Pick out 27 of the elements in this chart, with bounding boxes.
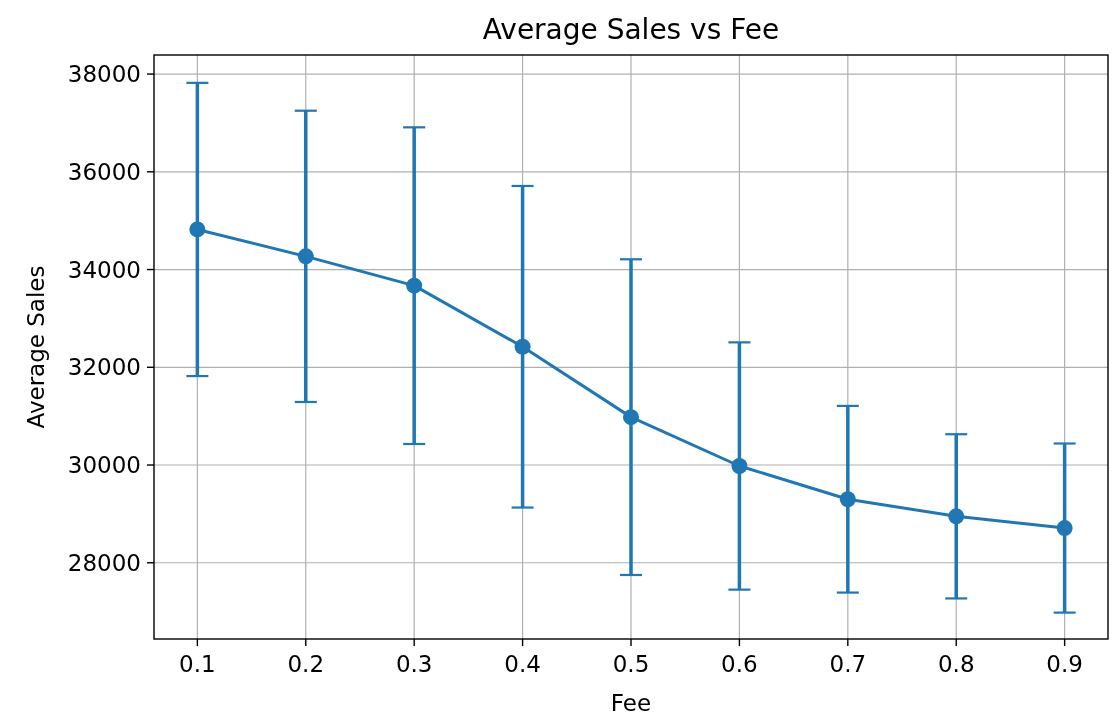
y-tick-label: 32000	[67, 354, 141, 381]
y-tick-label: 30000	[67, 452, 141, 479]
x-tick-label: 0.5	[612, 651, 650, 677]
point	[514, 338, 531, 355]
chart-title: Average Sales vs Fee	[482, 13, 780, 46]
y-axis-title: Average Sales	[23, 265, 49, 429]
x-tick-label: 0.6	[721, 651, 758, 677]
x-tick-label: 0.8	[937, 651, 975, 677]
y-tick-label: 34000	[67, 256, 141, 283]
point	[406, 277, 423, 294]
point	[839, 491, 856, 508]
point	[948, 508, 965, 525]
x-tick-label: 0.2	[287, 651, 325, 677]
point	[1056, 520, 1073, 537]
point	[297, 248, 314, 265]
x-tick-label: 0.7	[829, 651, 867, 677]
x-tick-label: 0.4	[504, 651, 541, 677]
x-tick-label: 0.1	[179, 651, 216, 677]
point	[189, 221, 206, 238]
y-tick-label: 36000	[67, 158, 141, 185]
x-axis-title: Fee	[610, 690, 652, 716]
y-tick-label: 38000	[67, 61, 141, 88]
x-tick-label: 0.3	[395, 651, 433, 677]
x-tick-label: 0.9	[1046, 651, 1083, 677]
y-tick-label: 28000	[67, 549, 141, 576]
point	[623, 409, 639, 426]
point	[731, 458, 748, 474]
